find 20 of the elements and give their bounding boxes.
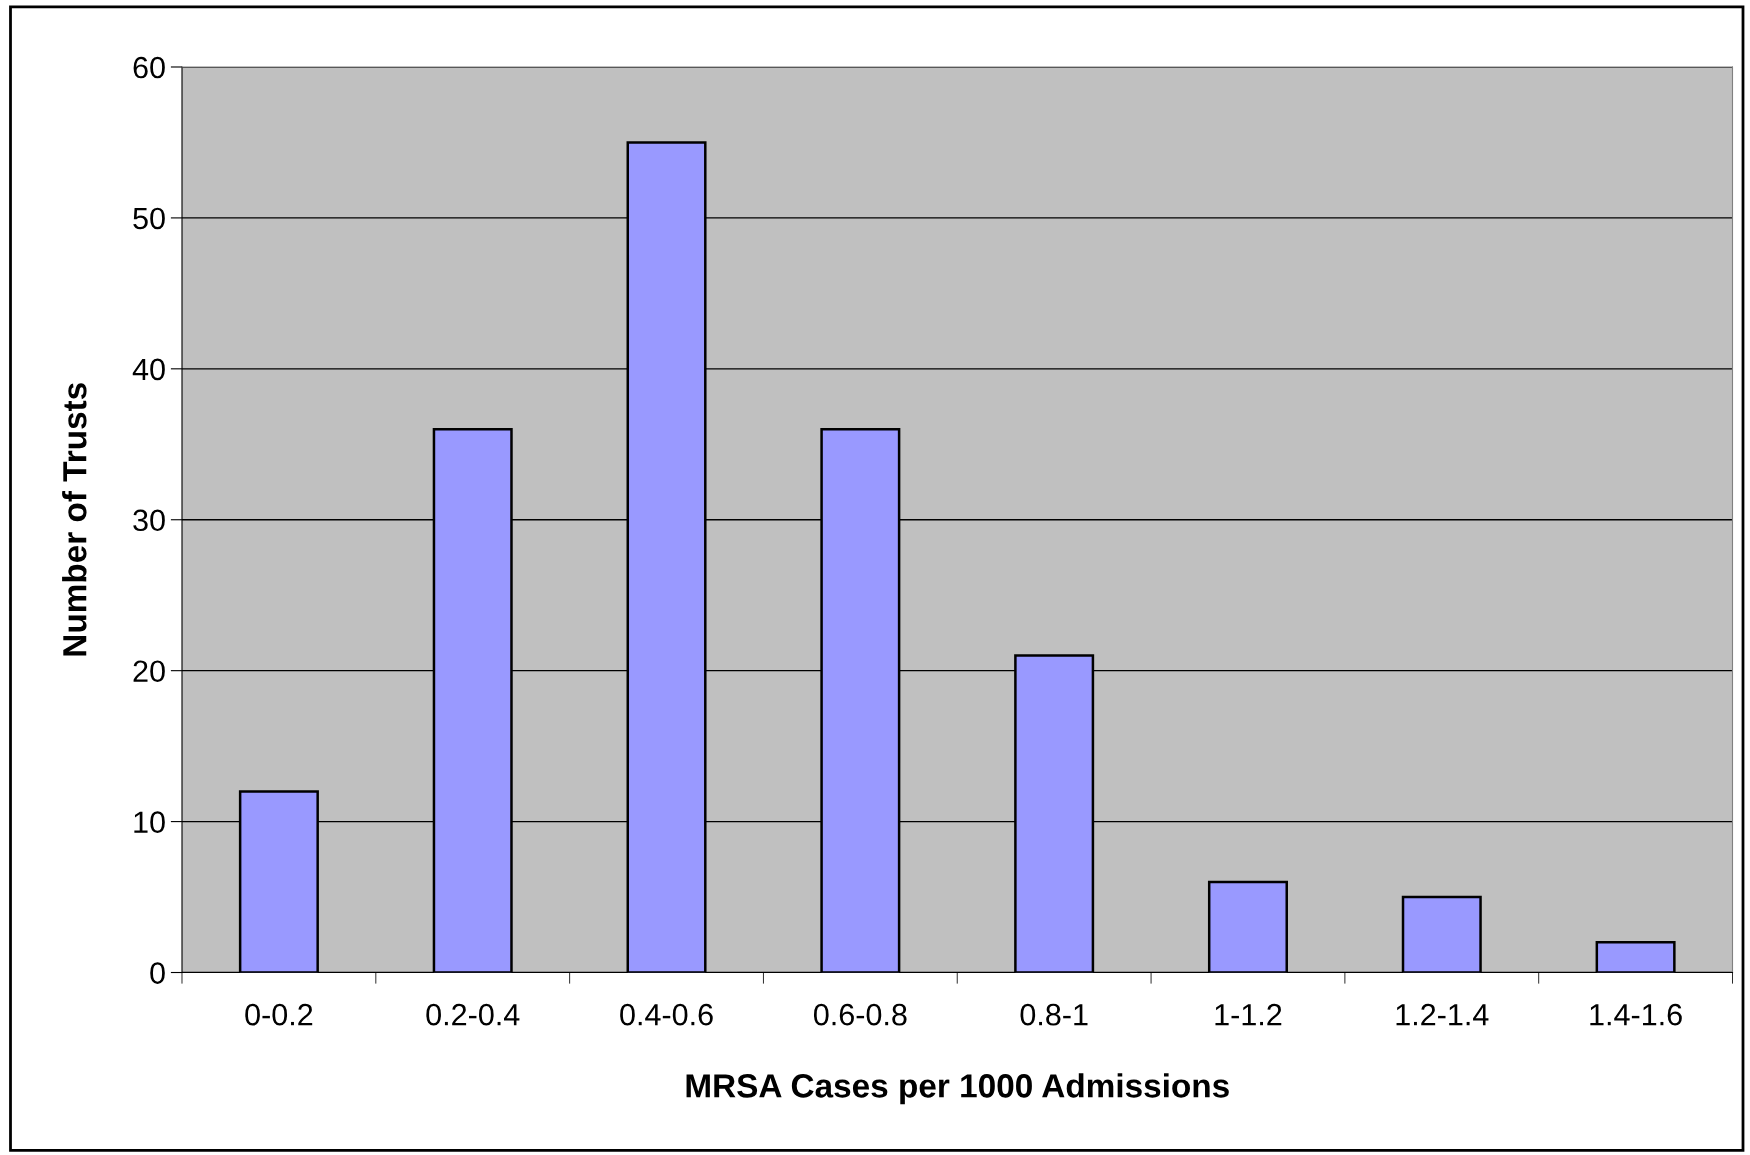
- y-tick-label: 50: [133, 207, 165, 230]
- y-axis-title: Number of Trusts: [62, 383, 87, 656]
- x-axis-title: MRSA Cases per 1000 Admissions: [686, 1073, 1229, 1105]
- y-tick-label: 20: [133, 660, 165, 683]
- x-tick-label: 1-1.2: [1215, 1003, 1282, 1026]
- x-tick-label: 0.2-0.4: [426, 1003, 520, 1026]
- y-tick-label: 10: [134, 811, 165, 833]
- x-tick-label: 0.4-0.6: [620, 1003, 713, 1026]
- y-tick-label: 0: [150, 962, 165, 984]
- y-tick-label: 40: [132, 358, 165, 381]
- bar: [1595, 941, 1676, 973]
- x-tick-label: 1.4-1.6: [1590, 1003, 1682, 1026]
- x-tick-label: 0.8-1: [1020, 1003, 1088, 1026]
- x-tick-label: 0-0.2: [245, 1003, 313, 1026]
- x-tick-label: 0.6-0.8: [813, 1003, 907, 1026]
- y-tick-label: 30: [133, 509, 165, 532]
- bar: [1207, 880, 1288, 973]
- bar: [1401, 895, 1482, 973]
- y-tick-label: 60: [133, 56, 165, 79]
- x-tick-label: 1.2-1.4: [1396, 1003, 1489, 1026]
